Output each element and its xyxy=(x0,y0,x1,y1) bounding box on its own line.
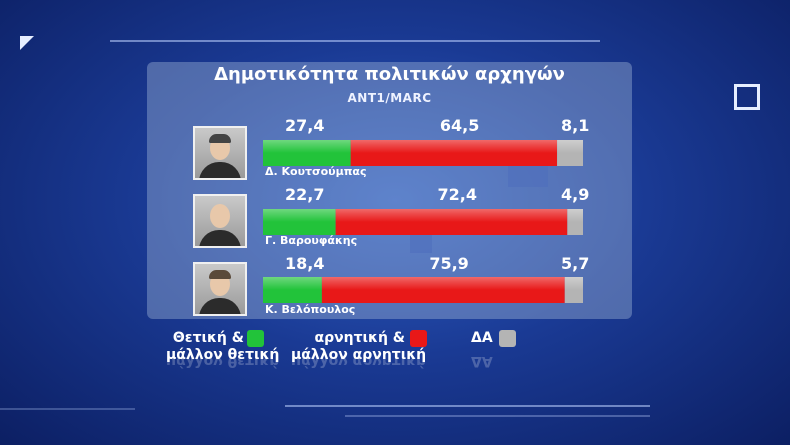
decor-block xyxy=(508,165,548,187)
legend-neutral-swatch xyxy=(499,330,516,347)
decor-block xyxy=(410,235,432,253)
chart-title: Δημοτικότητα πολιτικών αρχηγών xyxy=(214,64,565,85)
person-koutsoumpas-icon xyxy=(193,126,247,180)
leader-name-3: Κ. Βελόπουλος xyxy=(265,303,356,316)
value-label-neutral-2: 4,9 xyxy=(561,185,590,204)
decor-line-bottom-2 xyxy=(345,415,650,417)
legend-neutral-label: ΔΑ xyxy=(471,330,493,346)
bar-highlight xyxy=(321,277,565,303)
legend-reflection: μάλλον αρνητική xyxy=(291,355,426,369)
legend-reflection: μάλλον θετική xyxy=(166,355,279,369)
reflection-neutral: ΔΑ xyxy=(471,355,493,369)
legend-positive-line2: μάλλον θετική xyxy=(166,347,280,363)
legend-negative-line1: αρνητική & xyxy=(314,330,405,346)
value-label-negative-2: 72,4 xyxy=(437,185,477,204)
value-label-positive-1: 27,4 xyxy=(285,116,325,135)
legend-reflection: ΔΑ xyxy=(471,355,493,369)
reflection-positive: μάλλον θετική xyxy=(166,355,280,369)
value-label-positive-2: 22,7 xyxy=(285,185,325,204)
chart-subtitle: ANT1/MARC xyxy=(347,91,432,105)
corner-square-icon xyxy=(734,84,760,110)
leader-name-2: Γ. Βαρουφάκης xyxy=(265,234,358,247)
legend-negative-label: αρνητική & xyxy=(292,328,405,348)
legend-positive-label: Θετική & xyxy=(166,328,244,348)
value-label-negative-3: 75,9 xyxy=(429,254,469,273)
decor-line-top xyxy=(110,40,600,42)
reflection-negative: μάλλον αρνητική xyxy=(291,355,427,369)
bar-highlight xyxy=(564,277,583,303)
corner-triangle-icon xyxy=(20,36,34,50)
bar-highlight xyxy=(263,209,336,235)
leader-name-1: Δ. Κουτσούμπας xyxy=(265,165,367,178)
bar-highlight xyxy=(350,140,558,166)
bar-highlight xyxy=(335,209,568,235)
bar-highlight xyxy=(263,277,322,303)
value-label-negative-1: 64,5 xyxy=(439,116,480,135)
legend-positive-swatch xyxy=(247,330,264,347)
value-label-positive-3: 18,4 xyxy=(285,254,325,273)
decor-line-bottom xyxy=(285,405,650,407)
person-velopoulos-icon xyxy=(193,262,247,316)
bar-highlight xyxy=(567,209,583,235)
bar-highlight xyxy=(557,140,583,166)
decor-line-left xyxy=(0,408,135,410)
value-label-neutral-1: 8,1 xyxy=(561,116,590,135)
legend-negative-swatch xyxy=(410,330,427,347)
legend-negative-line2: μάλλον αρνητική xyxy=(291,347,427,363)
person-varoufakis-icon xyxy=(193,194,247,248)
value-label-neutral-3: 5,7 xyxy=(561,254,590,273)
legend-positive-line1: Θετική & xyxy=(172,330,244,346)
bar-highlight xyxy=(263,140,351,166)
